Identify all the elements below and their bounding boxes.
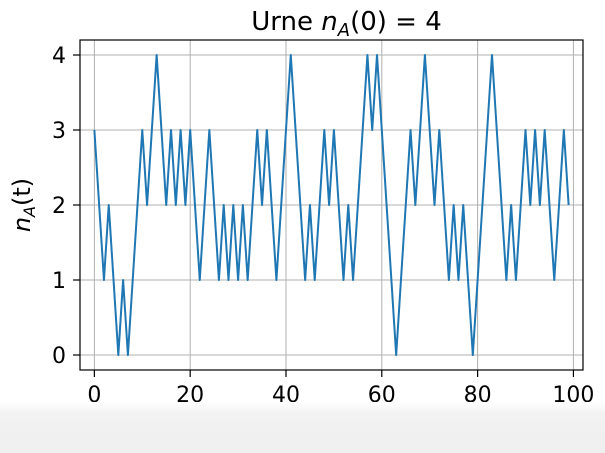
- series-line: [93, 54, 570, 356]
- plot-area: [93, 54, 570, 356]
- ylabel-subscript: A: [20, 206, 39, 218]
- title-variable: n: [321, 7, 337, 37]
- grid: [80, 40, 583, 370]
- ylabel-rest: (t): [8, 178, 36, 206]
- title-rest: (0) = 4: [350, 7, 442, 37]
- y-tick-label: 1: [52, 269, 66, 294]
- x-tick-label: 0: [87, 383, 101, 408]
- y-tick-label: 3: [52, 119, 66, 144]
- title-prefix: Urne: [251, 7, 321, 37]
- bottom-strip: [0, 402, 605, 453]
- y-tick-label: 0: [52, 344, 66, 369]
- y-tick-label: 2: [52, 194, 66, 219]
- y-axis-label: nA(t): [8, 178, 39, 232]
- y-tick-label: 4: [52, 44, 66, 69]
- chart-title: Urne nA(0) = 4: [251, 7, 442, 41]
- title-subscript: A: [337, 20, 350, 41]
- ylabel-variable: n: [8, 217, 36, 232]
